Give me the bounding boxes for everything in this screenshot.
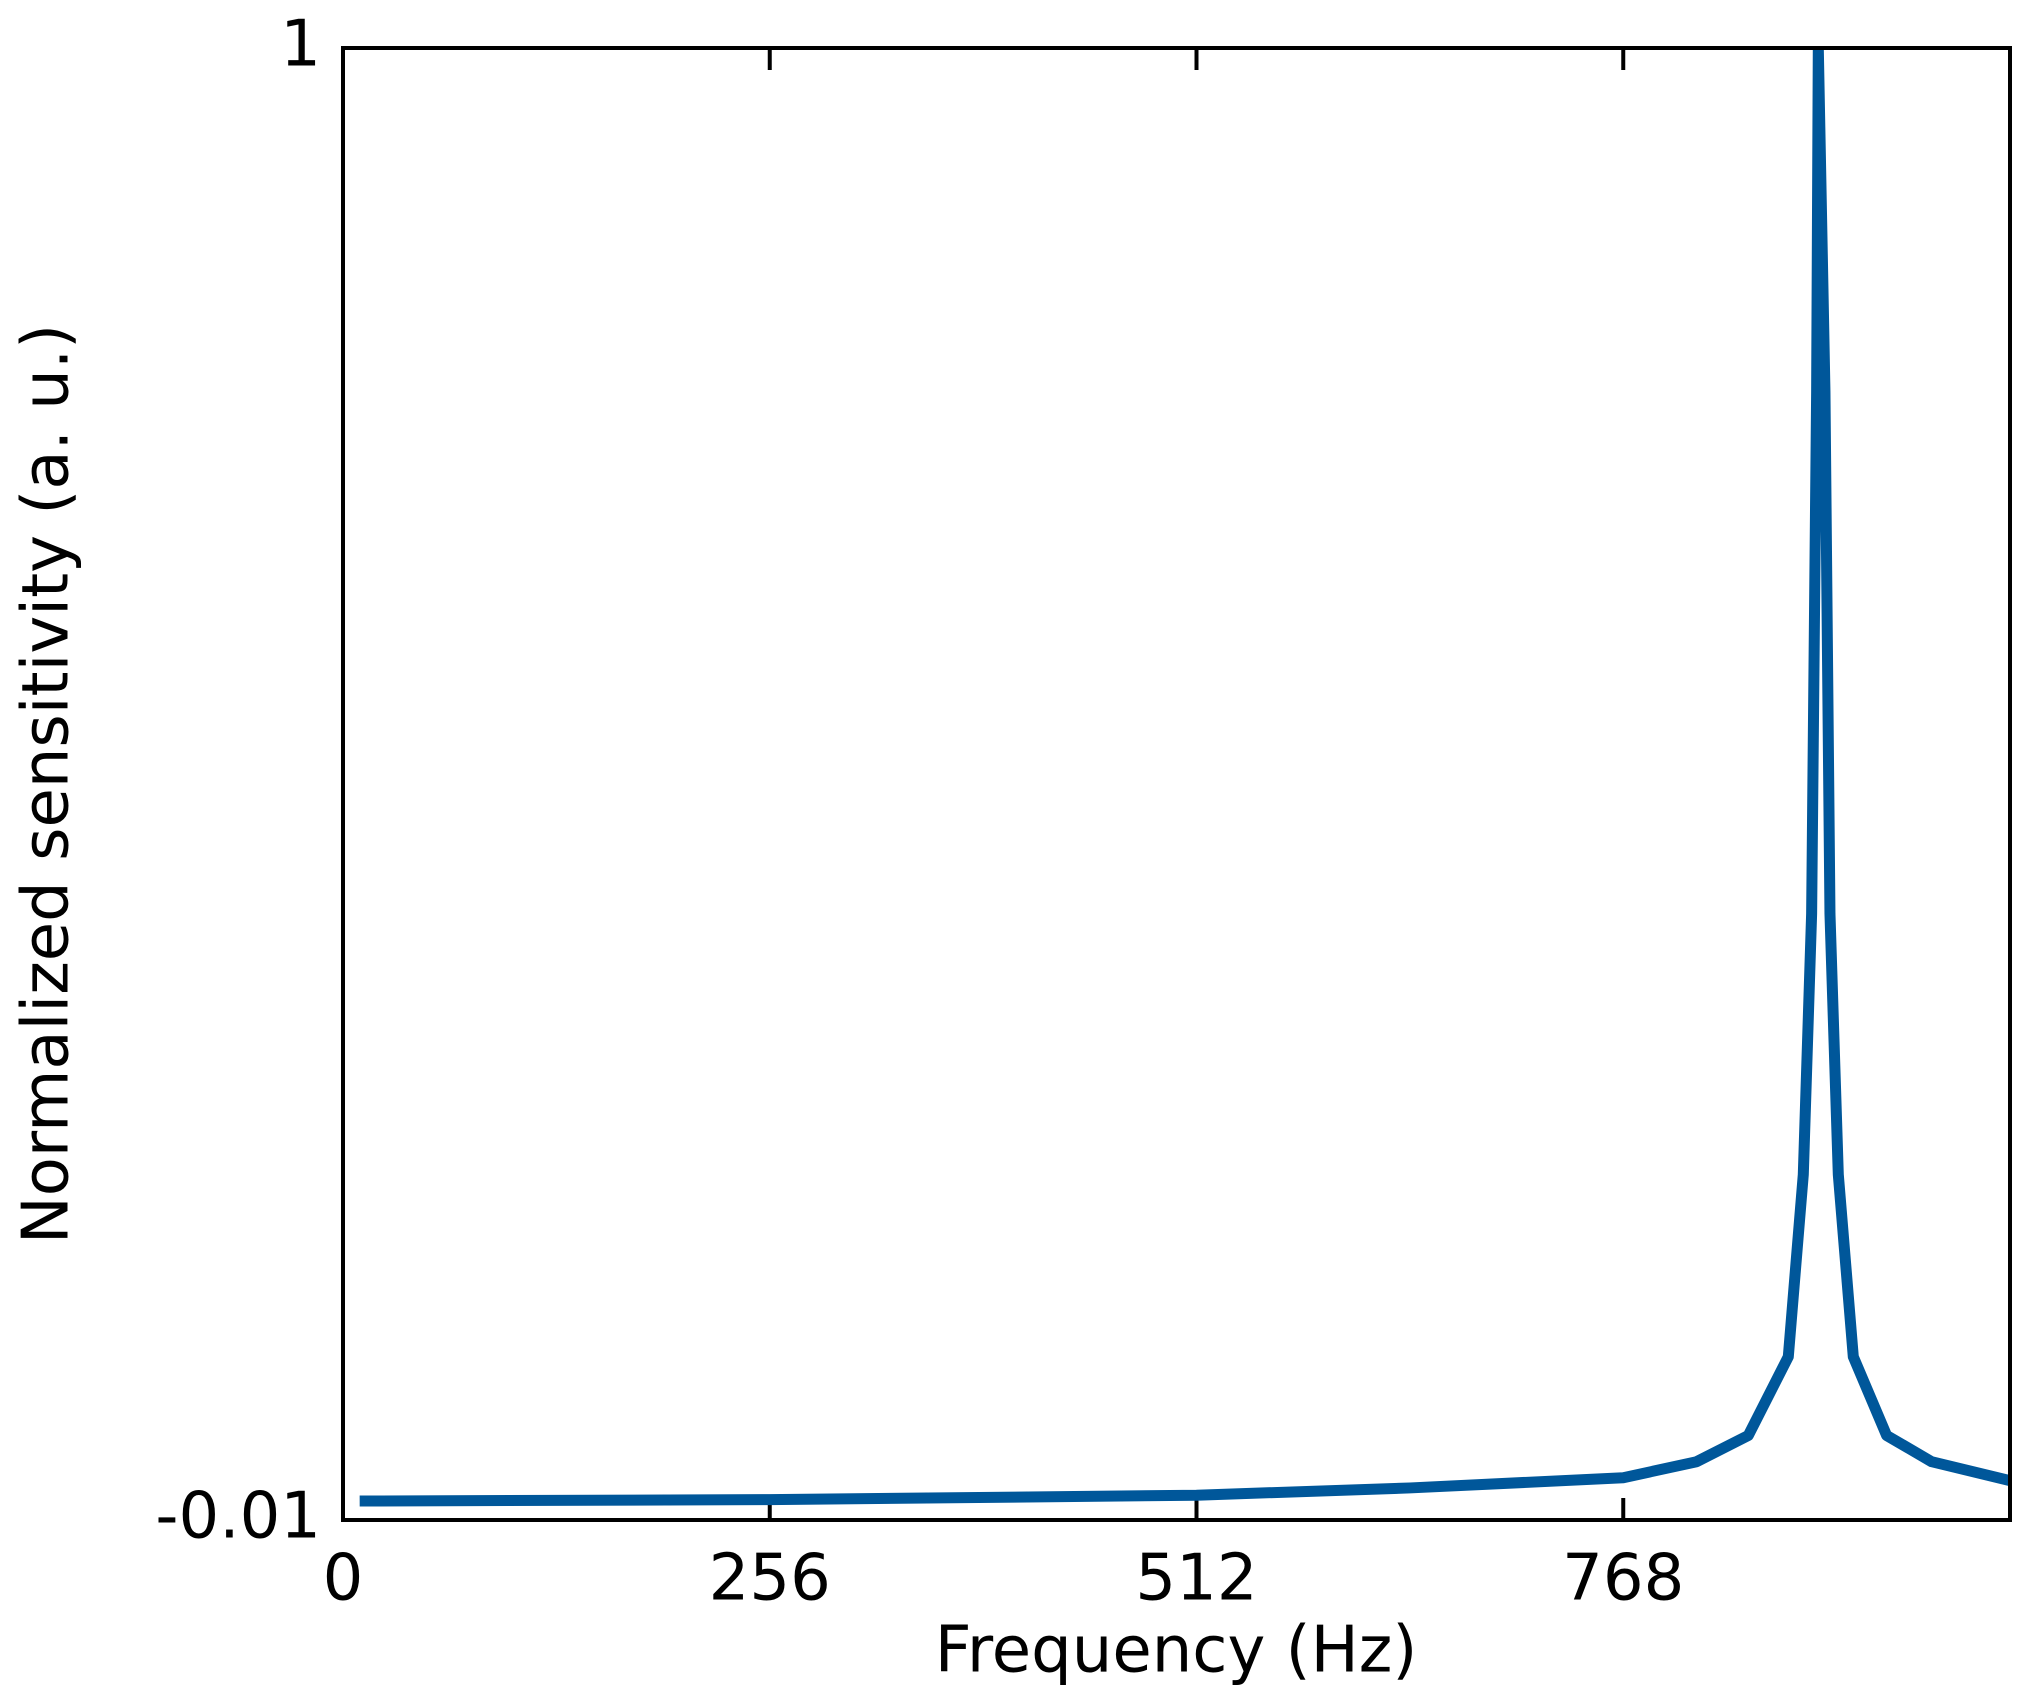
y-tick-label: 1 (280, 8, 321, 82)
x-tick-label: 256 (709, 1542, 831, 1616)
x-axis-label: Frequency (Hz) (935, 1614, 1418, 1688)
plot-frame (341, 46, 2012, 1522)
x-tick-label: 768 (1562, 1542, 1684, 1616)
x-tick-label: 0 (323, 1542, 364, 1616)
y-tick-label: -0.01 (155, 1480, 321, 1554)
y-axis-label: Normalized sensitivity (a. u.) (10, 324, 84, 1244)
x-tick-label: 512 (1135, 1542, 1257, 1616)
data-line (359, 46, 2010, 1507)
